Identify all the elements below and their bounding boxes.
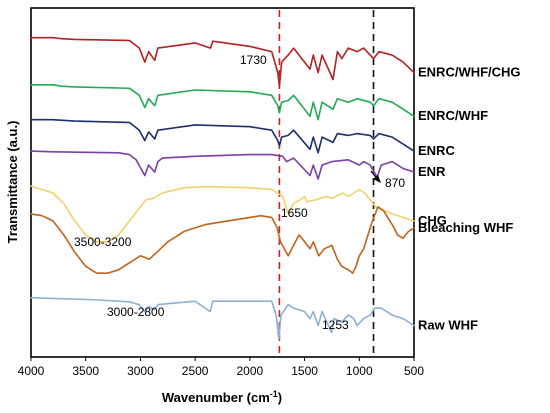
series-trace-chg <box>30 185 415 243</box>
series-label-enrc-whf-chg: ENRC/WHF/CHG <box>418 65 521 80</box>
annotation-3500-3200: 3500-3200 <box>74 235 132 249</box>
x-tick-label: 500 <box>404 364 424 378</box>
x-axis-title-sup: -1 <box>270 389 278 399</box>
series-trace-raw-whf <box>30 296 415 341</box>
y-axis-title: Transmittance (a.u.) <box>5 121 20 244</box>
annotation-1650: 1650 <box>281 206 308 220</box>
annotation-870: 870 <box>385 176 405 190</box>
series-label-enr: ENR <box>418 164 446 179</box>
series-label-raw-whf: Raw WHF <box>418 318 478 333</box>
arrow-870 <box>370 170 381 183</box>
x-tick-label: 3500 <box>72 364 99 378</box>
series-labels: ENRC/WHF/CHG ENRC/WHF ENRC ENR CHGBleaching … <box>418 65 521 333</box>
series-trace-enrc <box>30 118 415 154</box>
x-tick-label: 2000 <box>237 364 264 378</box>
series-trace-enrc-whf-chg <box>30 36 415 88</box>
plot-frame <box>30 7 415 358</box>
annotation-1253: 1253 <box>322 318 349 332</box>
series-trace-bleaching-whf <box>30 206 415 274</box>
x-tick-label: 1000 <box>346 364 373 378</box>
x-axis-title: Wavenumber (cm-1) <box>162 389 282 405</box>
series-label-bleaching-whf: Bleaching WHF <box>418 220 513 235</box>
series-label-enrc-whf: ENRC/WHF <box>418 108 488 123</box>
x-tick-label: 2500 <box>182 364 209 378</box>
series-trace-enrc-whf <box>30 84 415 121</box>
x-axis-title-end: ) <box>278 390 282 405</box>
x-tick-label: 4000 <box>18 364 45 378</box>
annotation-3000-2800: 3000-2800 <box>107 305 165 319</box>
x-axis-title-main: Wavenumber (cm <box>162 390 270 405</box>
annotation-1730: 1730 <box>240 53 267 67</box>
series-label-enrc: ENRC <box>418 143 455 158</box>
series-label-chg: CHG <box>418 213 447 228</box>
spectra-traces <box>30 36 415 341</box>
series-trace-enr <box>30 150 415 180</box>
x-tick-label: 3000 <box>127 364 154 378</box>
x-axis-ticks: 4000 3500 3000 2500 2000 1500 1000 500 <box>18 357 424 378</box>
x-tick-label: 1500 <box>291 364 318 378</box>
